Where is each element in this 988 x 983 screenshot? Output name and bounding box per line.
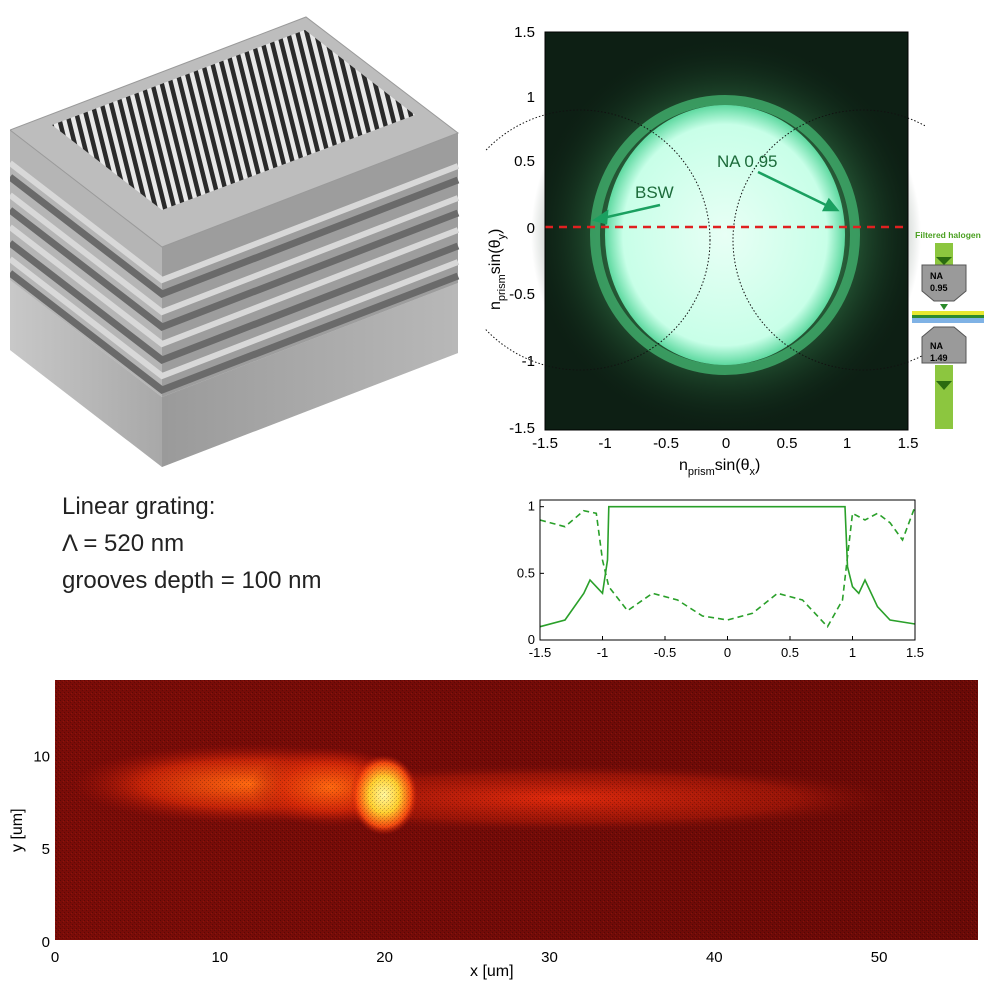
heatmap-y-tick: 10 — [33, 748, 50, 765]
bsw-label: BSW — [635, 183, 674, 202]
bfp-ytick: 0.5 — [514, 153, 535, 170]
y-tick-label: 0 — [528, 632, 535, 647]
heatmap-x-tick: 20 — [376, 949, 393, 966]
top-objective — [921, 264, 967, 302]
bfp-y-ticks: 1.5 1 0.5 0 -0.5 -1 -1.5 — [509, 24, 535, 437]
top-objective-na: NA — [930, 271, 943, 281]
bfp-ytick: -1 — [522, 353, 535, 370]
heatmap-x-tick: 40 — [706, 949, 723, 966]
heatmap-xlabel: x [um] — [470, 963, 514, 980]
bfp-xtick: -0.5 — [653, 435, 679, 452]
bfp-ytick: -1.5 — [509, 420, 535, 437]
caption-line-2: Λ = 520 nm — [62, 530, 185, 557]
bfp-x-ticks: -1.5 -1 -0.5 0 0.5 1 1.5 — [532, 435, 918, 452]
heatmap-x-tick: 0 — [51, 949, 59, 966]
bfp-ytick: 1.5 — [514, 24, 535, 41]
bfp-xtick: 0 — [722, 435, 730, 452]
heatmap-x-tick: 50 — [871, 949, 888, 966]
y-tick-label: 1 — [528, 499, 535, 514]
series-dashed-line — [539, 506, 916, 629]
na-circle-left — [485, 109, 711, 371]
x-tick-label: 0.5 — [781, 645, 799, 660]
x-tick-label: 1 — [849, 645, 856, 660]
series-solid-line — [539, 505, 916, 628]
bfp-ytick: 0 — [527, 220, 535, 237]
profile-line-plot: -1.5 -1 -0.5 0 0.5 1 1.5 1 0.5 0 — [517, 499, 924, 660]
setup-schematic: Filtered halogen NA 0.95 NA 1.49 — [912, 230, 984, 429]
na-arrow — [757, 170, 831, 209]
x-tick-label: 0 — [724, 645, 731, 660]
heatmap-y-tick: 0 — [42, 934, 50, 951]
multilayer-layers — [10, 130, 460, 397]
bottom-objective — [921, 326, 967, 364]
bfp-xtick: 1 — [843, 435, 851, 452]
bfp-ylabel: nprismsin(θy) — [487, 229, 508, 310]
bsw-arrow — [602, 203, 661, 220]
heatmap-x-tick: 30 — [541, 949, 558, 966]
heatmap-x-tick: 10 — [211, 949, 228, 966]
grating-caption: Linear grating: Λ = 520 nm grooves depth… — [62, 488, 322, 599]
bfp-image-panel: BSW NA 0.95 -1.5 -1 -0.5 0 0.5 1 1.5 1.5… — [485, 24, 925, 478]
na-label: NA 0.95 — [717, 152, 778, 171]
bfp-xtick: -1.5 — [532, 435, 558, 452]
bfp-xtick: 1.5 — [898, 435, 919, 452]
caption-line-3: grooves depth = 100 nm — [62, 567, 322, 594]
bfp-xlabel: nprismsin(θx) — [679, 457, 760, 478]
bfp-bright-disk — [605, 105, 845, 365]
bfp-ytick: -0.5 — [509, 286, 535, 303]
y-tick-label: 0.5 — [517, 565, 535, 580]
x-tick-label: -0.5 — [654, 645, 676, 660]
bottom-objective-value: 1.49 — [930, 353, 948, 363]
bfp-ytick: 1 — [527, 89, 535, 106]
bfp-xtick: 0.5 — [777, 435, 798, 452]
bottom-objective-na: NA — [930, 341, 943, 351]
top-objective-value: 0.95 — [930, 283, 948, 293]
na-circle-right — [732, 109, 925, 371]
grating-surface — [52, 30, 415, 210]
heatmap-ylabel: y [um] — [9, 808, 26, 852]
x-tick-label: 1.5 — [906, 645, 924, 660]
heatmap-y-tick: 5 — [42, 841, 50, 858]
x-tick-label: -1.5 — [529, 645, 551, 660]
bfp-xtick: -1 — [598, 435, 611, 452]
grating-stack-illustration — [10, 16, 460, 467]
x-tick-label: -1 — [597, 645, 609, 660]
schematic-title: Filtered halogen — [915, 230, 981, 240]
caption-line-1: Linear grating: — [62, 493, 216, 520]
